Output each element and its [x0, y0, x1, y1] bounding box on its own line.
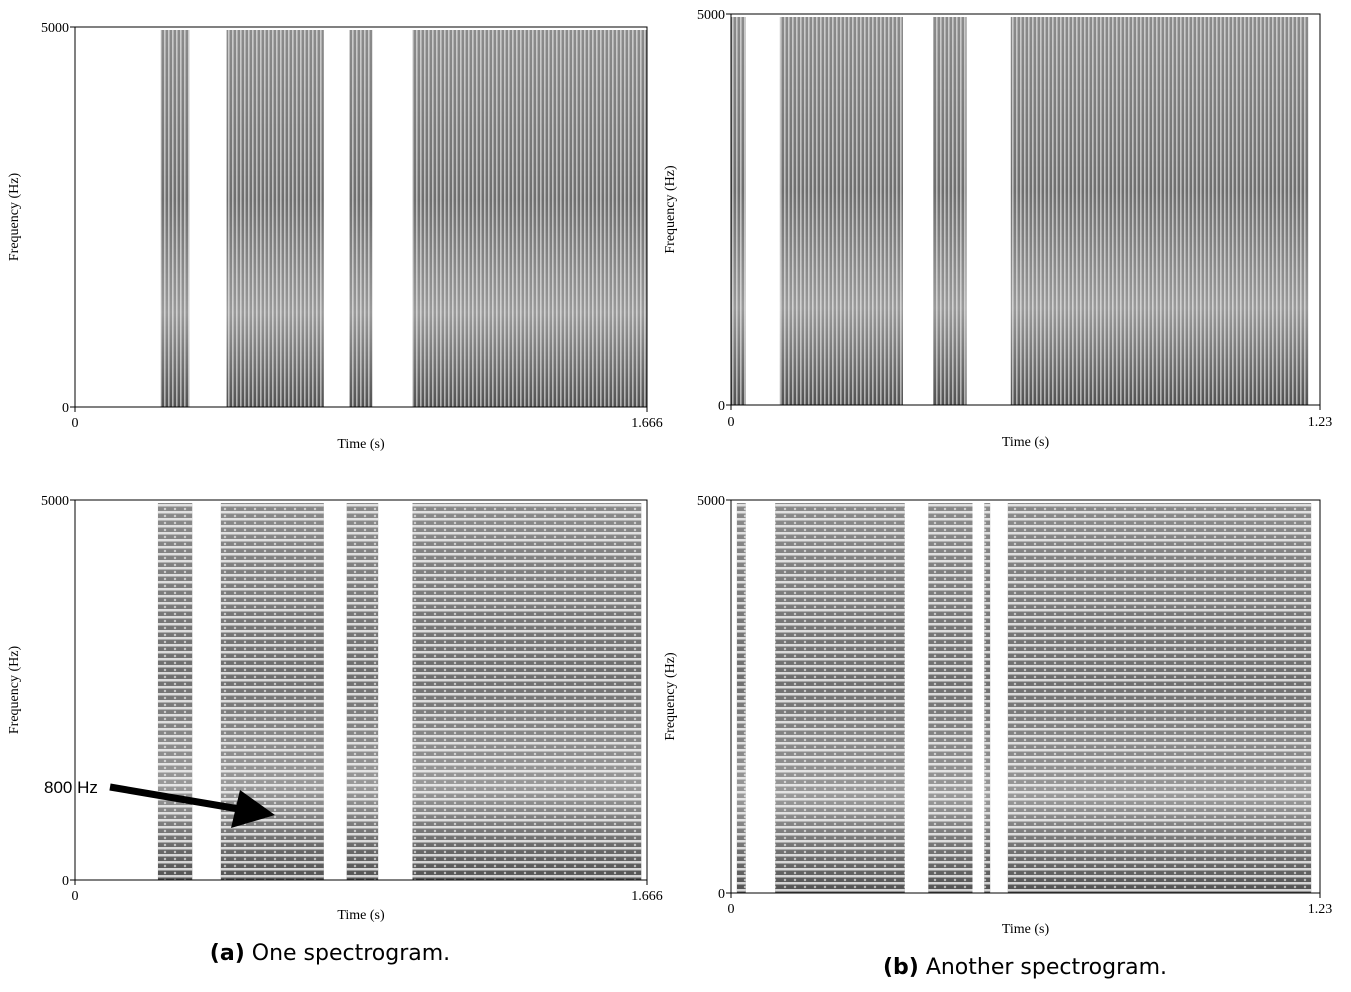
- y-tick-label: 0: [62, 401, 69, 416]
- spectrogram-texture: [160, 30, 190, 407]
- spectrogram-texture: [157, 503, 193, 880]
- caption: (b) Another spectrogram.: [883, 955, 1167, 980]
- y-tick-label: 0: [62, 874, 69, 889]
- y-axis-label: Frequency (Hz): [663, 652, 678, 741]
- x-axis-label: Time (s): [337, 908, 385, 923]
- spectrogram-texture: [779, 17, 903, 405]
- spectrogram-texture: [1007, 503, 1312, 893]
- x-axis-label: Time (s): [1002, 435, 1050, 450]
- spectrogram-texture: [346, 503, 379, 880]
- y-tick-label: 5000: [41, 494, 69, 509]
- y-tick-label: 0: [718, 887, 725, 902]
- x-tick-label: 0: [728, 415, 735, 430]
- plot-frame: [730, 499, 1321, 894]
- arrow-head: [231, 790, 275, 828]
- x-tick-label: 1.23: [1308, 902, 1333, 917]
- y-tick-label: 5000: [697, 494, 725, 509]
- y-tick-label: 5000: [697, 8, 725, 23]
- spectrogram-texture: [775, 503, 905, 893]
- spectrogram-texture: [349, 30, 373, 407]
- x-tick-label: 1.666: [631, 889, 663, 904]
- y-tick-label: 5000: [41, 21, 69, 36]
- y-axis-label: Frequency (Hz): [7, 173, 22, 262]
- plot-frame: [74, 499, 648, 881]
- y-tick-label: 0: [718, 399, 725, 414]
- arrow-shaft: [109, 783, 246, 814]
- x-tick-label: 1.666: [631, 416, 663, 431]
- x-tick-label: 1.23: [1308, 415, 1333, 430]
- y-axis-label: Frequency (Hz): [663, 165, 678, 254]
- spectrogram-texture: [928, 503, 973, 893]
- plot-frame: [730, 13, 1321, 406]
- annotation: 800 Hz: [44, 778, 98, 797]
- x-axis-label: Time (s): [1002, 922, 1050, 937]
- spectrogram-texture: [984, 503, 991, 893]
- spectrogram-texture: [736, 503, 746, 893]
- x-tick-label: 0: [72, 889, 79, 904]
- plot-frame: [74, 26, 648, 408]
- x-tick-label: 0: [72, 416, 79, 431]
- spectrogram-texture: [1010, 17, 1309, 405]
- spectrogram-texture: [412, 30, 647, 407]
- y-axis-label: Frequency (Hz): [7, 646, 22, 735]
- x-axis-label: Time (s): [337, 437, 385, 452]
- spectrogram-texture: [933, 17, 967, 405]
- spectrogram-texture: [731, 17, 746, 405]
- x-tick-label: 0: [728, 902, 735, 917]
- caption: (a) One spectrogram.: [210, 941, 450, 966]
- spectrogram-texture: [226, 30, 324, 407]
- spectrogram-texture: [412, 503, 642, 880]
